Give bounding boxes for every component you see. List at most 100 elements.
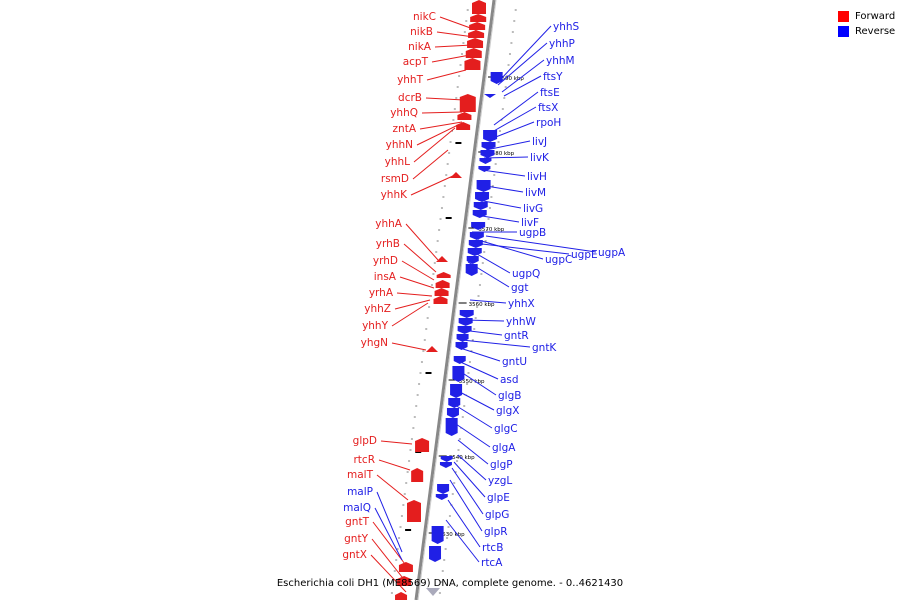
legend-forward-swatch xyxy=(838,11,849,22)
kbp-tick-label: 3560 kbp xyxy=(469,302,495,308)
forward-gene-arrow xyxy=(459,94,476,112)
forward-gene-leader xyxy=(426,69,467,81)
reverse-gene-arrow xyxy=(437,484,450,494)
forward-gene-label: nikA xyxy=(408,41,432,53)
reverse-gene-leader xyxy=(445,519,480,563)
forward-gene-arrow xyxy=(426,346,438,352)
forward-gene-label: yhgN xyxy=(361,337,388,349)
forward-gene-arrow xyxy=(472,0,486,14)
kbp-tick-label: 3550 kbp xyxy=(459,379,485,385)
forward-gene-leader xyxy=(431,54,471,63)
reverse-gene-leader xyxy=(485,140,531,151)
reverse-gene-arrow xyxy=(426,588,440,596)
kbp-tick-label: 3580 kbp xyxy=(488,151,514,157)
forward-gene-leader xyxy=(378,459,411,471)
forward-gene-leader xyxy=(403,243,437,273)
forward-gene-label: gntT xyxy=(345,516,369,528)
forward-gene-arrow xyxy=(395,592,408,600)
reverse-gene-label: glgC xyxy=(494,423,518,435)
reverse-gene-leader xyxy=(376,491,403,553)
reverse-gene-label: glgP xyxy=(490,459,513,471)
reverse-gene-arrow xyxy=(473,202,488,210)
forward-gene-arrow xyxy=(450,172,462,178)
reverse-gene-arrow xyxy=(445,418,458,436)
legend-forward: Forward xyxy=(838,9,900,24)
reverse-gene-arrow xyxy=(490,72,503,84)
reverse-gene-label: ggt xyxy=(511,282,528,294)
legend-reverse-label: Reverse xyxy=(855,26,896,37)
forward-gene-label: dcrB xyxy=(398,92,422,104)
forward-gene-arrow xyxy=(433,296,448,304)
reverse-gene-arrow xyxy=(456,334,469,342)
forward-gene-leader xyxy=(372,521,409,569)
forward-gene-label: gntY xyxy=(344,533,368,545)
reverse-gene-label: yhhP xyxy=(549,38,575,50)
forward-gene-label: yhhN xyxy=(386,139,413,151)
forward-gene-label: yhhQ xyxy=(390,107,418,119)
forward-gene-arrow xyxy=(465,48,482,58)
reverse-gene-leader xyxy=(499,25,552,81)
reverse-gene-arrow xyxy=(478,166,491,172)
reverse-gene-label: glgB xyxy=(498,390,521,402)
legend: Forward Reverse xyxy=(838,9,900,39)
forward-gene-arrow xyxy=(435,280,450,288)
reverse-gene-leader xyxy=(477,239,544,260)
reverse-gene-arrow xyxy=(481,142,496,150)
reverse-gene-leader xyxy=(455,359,499,380)
forward-gene-leader xyxy=(413,127,456,163)
reverse-gene-arrow xyxy=(429,546,442,562)
forward-gene-arrow xyxy=(436,256,448,262)
kbp-tick-label: 3530 kbp xyxy=(439,532,465,538)
forward-gene-label: yrhD xyxy=(373,255,398,267)
reverse-gene-arrow xyxy=(472,210,487,218)
reverse-gene-label: glgX xyxy=(496,405,519,417)
reverse-gene-label: ftsY xyxy=(543,71,563,83)
reverse-gene-arrow xyxy=(468,240,483,248)
forward-gene-label: gntX xyxy=(342,549,367,561)
reverse-gene-label: yhhM xyxy=(546,55,575,67)
reverse-gene-arrow xyxy=(440,456,453,462)
forward-gene-leader xyxy=(391,342,427,351)
reverse-gene-arrow xyxy=(476,180,491,192)
reverse-gene-label: livM xyxy=(525,187,546,199)
backbone-shadow xyxy=(417,0,497,600)
reverse-gene-arrow xyxy=(453,356,466,364)
forward-gene-arrow xyxy=(397,576,412,586)
reverse-gene-arrow xyxy=(459,310,474,318)
reverse-gene-leader xyxy=(469,299,507,304)
forward-gene-label: yhhZ xyxy=(364,303,391,315)
reverse-gene-arrow xyxy=(439,462,452,468)
forward-gene-label: rtcR xyxy=(353,454,375,466)
reverse-gene-leader xyxy=(477,199,522,209)
reverse-gene-label: livK xyxy=(530,152,550,164)
forward-gene-label: yhhK xyxy=(381,189,409,201)
reverse-gene-arrow xyxy=(450,384,463,398)
reverse-gene-label: glgA xyxy=(492,442,516,454)
reverse-gene-leader xyxy=(483,156,529,159)
forward-gene-leader xyxy=(410,174,456,196)
kbp-tick-label: 3590 kbp xyxy=(498,76,524,82)
reverse-gene-label: glpR xyxy=(484,526,508,538)
forward-gene-leader xyxy=(371,538,407,583)
reverse-gene-leader xyxy=(485,235,597,253)
forward-gene-leader xyxy=(436,31,475,38)
reverse-gene-arrow xyxy=(448,398,461,408)
forward-gene-label: yhhT xyxy=(397,74,424,86)
reverse-gene-arrow xyxy=(483,130,498,142)
reverse-gene-label: glpG xyxy=(485,509,509,521)
forward-gene-label: malT xyxy=(347,469,374,481)
reverse-gene-arrow xyxy=(457,326,472,334)
reverse-gene-label: ugpE xyxy=(571,249,598,261)
forward-gene-arrow xyxy=(470,14,487,22)
reverse-gene-label: ftsE xyxy=(540,87,560,99)
reverse-gene-arrow xyxy=(465,264,478,276)
reverse-gene-label: yhhX xyxy=(508,298,535,310)
reverse-gene-label: gntR xyxy=(504,330,529,342)
reverse-gene-leader xyxy=(501,59,545,93)
reverse-gene-leader xyxy=(449,479,483,532)
reverse-gene-label: yzgL xyxy=(488,475,512,487)
reverse-gene-leader xyxy=(455,389,495,411)
reverse-gene-arrow xyxy=(458,318,473,326)
legend-forward-label: Forward xyxy=(855,11,896,22)
forward-gene-arrow xyxy=(436,272,451,278)
